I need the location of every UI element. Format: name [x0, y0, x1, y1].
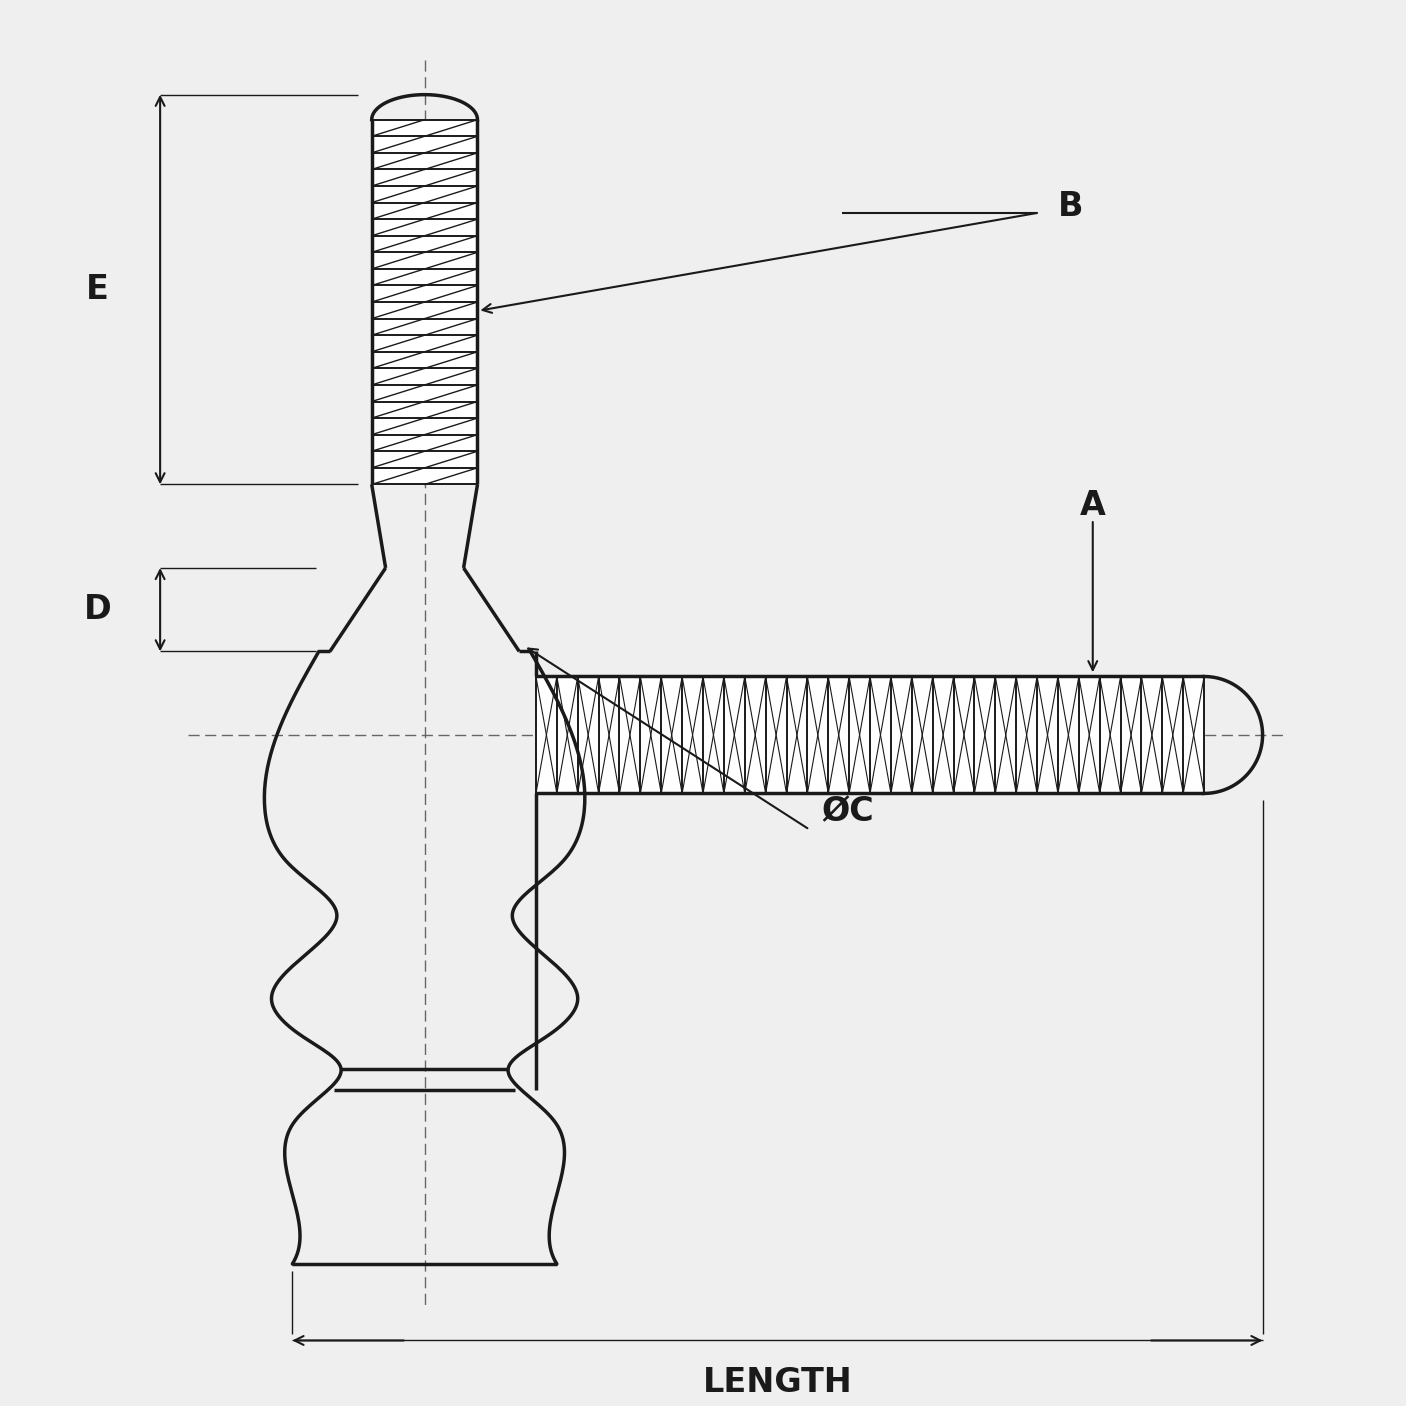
- Bar: [536, 676, 1204, 793]
- Text: B: B: [1057, 190, 1084, 222]
- Text: D: D: [83, 593, 111, 626]
- Text: E: E: [86, 273, 108, 307]
- Text: ØC: ØC: [821, 794, 875, 828]
- Text: LENGTH: LENGTH: [703, 1365, 852, 1399]
- Text: A: A: [1080, 489, 1105, 522]
- Bar: [371, 120, 478, 485]
